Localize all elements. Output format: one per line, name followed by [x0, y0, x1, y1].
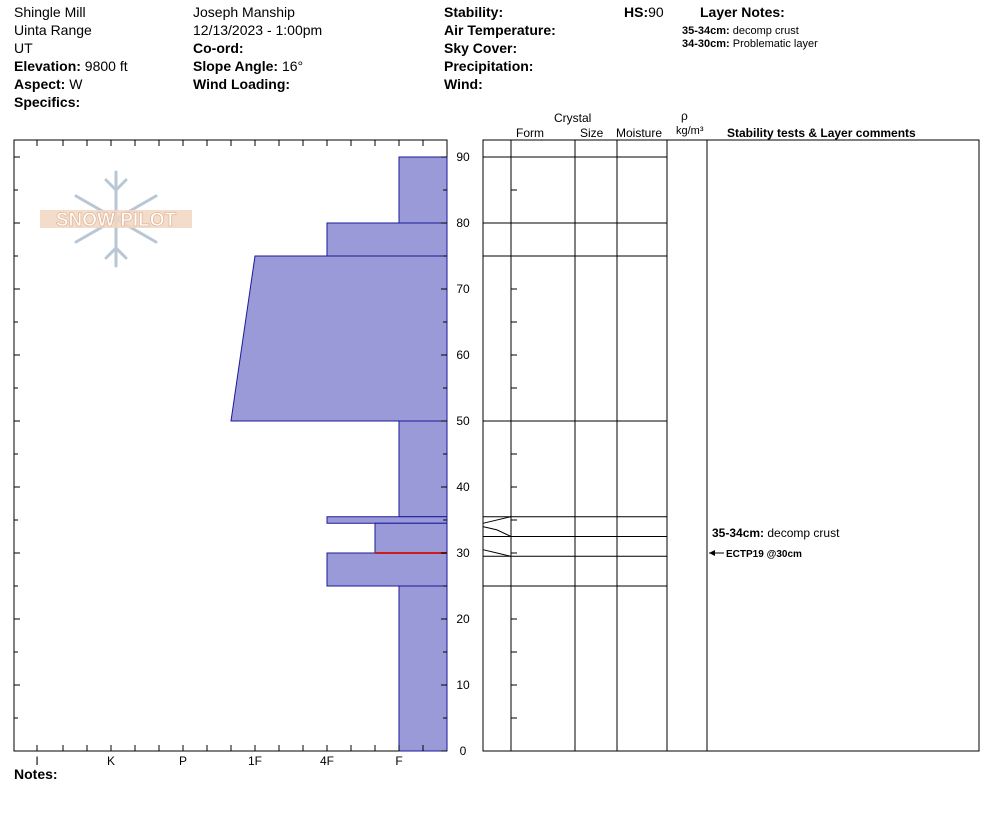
layer-connector [482, 549, 512, 557]
state-name: UT [14, 40, 33, 56]
arrow-icon [709, 550, 715, 556]
specifics-label: Specifics: [14, 94, 81, 110]
elevation-row: Elevation: 9800 ft [14, 58, 128, 74]
hardness-tick-label: 4F [320, 754, 334, 768]
elevation-label: Elevation: [14, 58, 81, 74]
moisture-header: Moisture [616, 126, 663, 140]
depth-tick-label: 60 [456, 348, 470, 362]
wind-loading-label: Wind Loading: [193, 76, 291, 92]
layer-notes-label: Layer Notes: [700, 4, 785, 20]
density-unit-header: kg/m³ [676, 125, 704, 137]
depth-tick-label: 0 [460, 744, 467, 758]
stability-test-label: ECTP19 @30cm [726, 549, 802, 560]
layer-note-text: decomp crust [732, 25, 799, 37]
sky-cover-label: Sky Cover: [444, 40, 518, 56]
depth-tick-label: 10 [456, 678, 470, 692]
hardness-tick-label: P [179, 754, 187, 768]
layer-note-range: 35-34cm: [682, 25, 730, 37]
hardness-layer [326, 552, 448, 587]
slope-label: Slope Angle: [193, 58, 279, 74]
range-name: Uinta Range [14, 22, 92, 38]
layer-connector [482, 526, 512, 537]
hs-value: 90 [648, 4, 664, 20]
observation-datetime: 12/13/2023 - 1:00pm [193, 22, 323, 38]
aspect-value: W [69, 76, 83, 92]
aspect-label: Aspect: [14, 76, 66, 92]
stability-label: Stability: [444, 4, 504, 20]
aspect-row: Aspect: W [14, 76, 82, 92]
hardness-tick-label: 1F [248, 754, 262, 768]
hardness-layer [326, 516, 448, 524]
precipitation-label: Precipitation: [444, 58, 534, 74]
crystal-header: Crystal [554, 111, 592, 125]
depth-tick-label: 30 [456, 546, 470, 560]
wind-label: Wind: [444, 76, 483, 92]
size-header: Size [580, 126, 604, 140]
slope-row: Slope Angle: 16° [193, 58, 303, 74]
hardness-layer [326, 222, 448, 257]
hardness-layer [374, 522, 448, 554]
hardness-layer [230, 255, 448, 422]
hardness-tick-label: I [35, 754, 38, 768]
elevation-value: 9800 ft [84, 58, 128, 74]
layer-note-text: Problematic layer [732, 38, 818, 50]
hardness-layer [398, 156, 448, 224]
depth-tick-label: 20 [456, 612, 470, 626]
layer-note: 35-34cm: decomp crust [682, 24, 799, 38]
depth-tick-label: 40 [456, 480, 470, 494]
hardness-tick-label: F [395, 754, 402, 768]
depth-tick-label: 70 [456, 282, 470, 296]
depth-tick-label: 80 [456, 216, 470, 230]
hardness-layer [398, 585, 448, 752]
layer-comment: 35-34cm: decomp crust [712, 526, 840, 540]
rho-header: ρ [681, 109, 688, 123]
coord-label: Co-ord: [193, 40, 244, 56]
stability-comments-header: Stability tests & Layer comments [727, 126, 916, 140]
layer-note: 34-30cm: Problematic layer [682, 37, 818, 51]
air-temp-label: Air Temperature: [444, 22, 556, 38]
hardness-layer [398, 420, 448, 518]
depth-tick-label: 90 [456, 150, 470, 164]
layer-note-range: 34-30cm: [682, 38, 730, 50]
hardness-tick-label: K [107, 754, 115, 768]
hs-row: HS:90 [624, 4, 664, 20]
slope-value: 16° [281, 58, 304, 74]
form-header: Form [516, 126, 544, 140]
notes-label: Notes: [14, 766, 58, 782]
location-name: Shingle Mill [14, 4, 86, 20]
observer-name: Joseph Manship [193, 4, 295, 20]
depth-tick-label: 50 [456, 414, 470, 428]
layer-connector [482, 516, 512, 524]
layer-grid-panel [482, 139, 980, 752]
hs-label: HS: [624, 4, 649, 20]
